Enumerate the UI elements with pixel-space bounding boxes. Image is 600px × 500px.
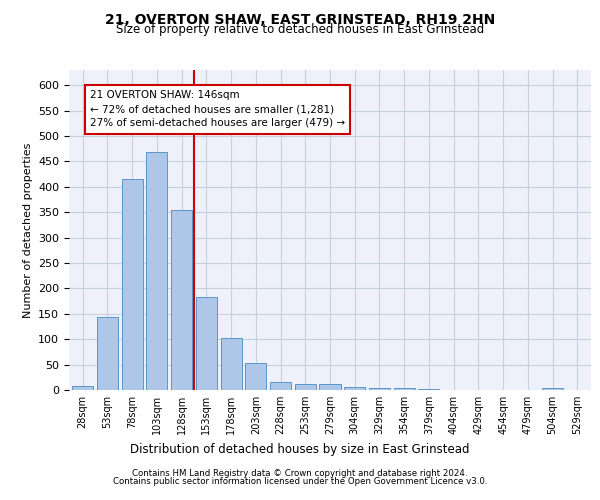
- Bar: [146, 152, 167, 390]
- Bar: [221, 338, 242, 390]
- Bar: [97, 318, 118, 390]
- Text: Contains public sector information licensed under the Open Government Licence v3: Contains public sector information licen…: [113, 477, 487, 486]
- Text: Size of property relative to detached houses in East Grinstead: Size of property relative to detached ho…: [116, 22, 484, 36]
- Text: 21 OVERTON SHAW: 146sqm
← 72% of detached houses are smaller (1,281)
27% of semi: 21 OVERTON SHAW: 146sqm ← 72% of detache…: [90, 90, 345, 128]
- Bar: [542, 388, 563, 390]
- Text: Contains HM Land Registry data © Crown copyright and database right 2024.: Contains HM Land Registry data © Crown c…: [132, 468, 468, 477]
- Y-axis label: Number of detached properties: Number of detached properties: [23, 142, 32, 318]
- Bar: [394, 388, 415, 390]
- Bar: [418, 389, 439, 390]
- Bar: [344, 388, 365, 390]
- Bar: [245, 363, 266, 390]
- Text: 21, OVERTON SHAW, EAST GRINSTEAD, RH19 2HN: 21, OVERTON SHAW, EAST GRINSTEAD, RH19 2…: [105, 12, 495, 26]
- Text: Distribution of detached houses by size in East Grinstead: Distribution of detached houses by size …: [130, 442, 470, 456]
- Bar: [171, 210, 192, 390]
- Bar: [270, 382, 291, 390]
- Bar: [196, 296, 217, 390]
- Bar: [295, 384, 316, 390]
- Bar: [122, 178, 143, 390]
- Bar: [369, 388, 390, 390]
- Bar: [319, 384, 341, 390]
- Bar: [72, 386, 93, 390]
